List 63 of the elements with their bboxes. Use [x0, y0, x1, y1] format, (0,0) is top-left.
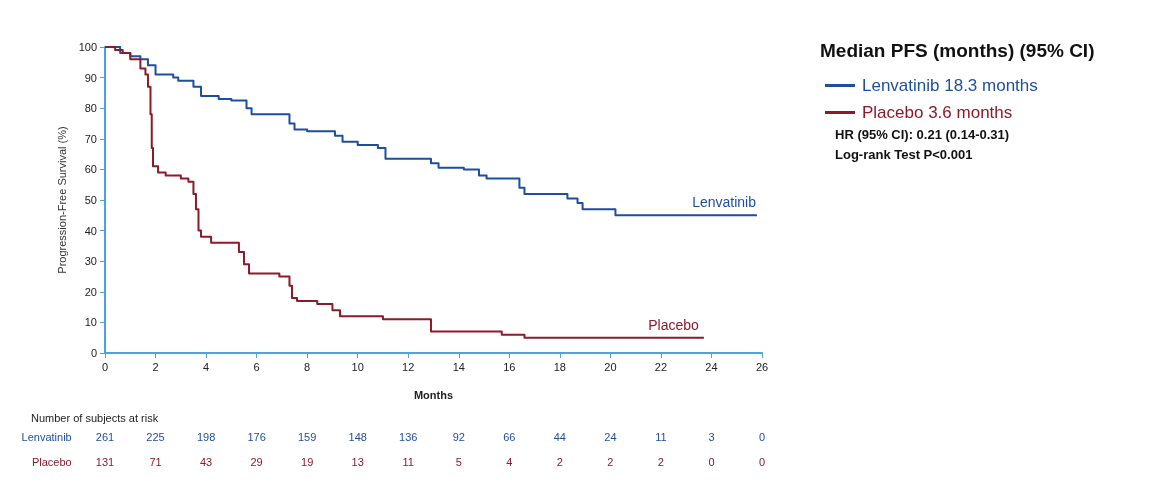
- data-label: 19: [301, 455, 314, 468]
- x-tick-label: 14: [452, 360, 465, 373]
- y-tick-label: 50: [84, 194, 97, 206]
- x-tick-label: 24: [705, 360, 718, 373]
- data-label: 0: [758, 455, 766, 468]
- y-axis-title: Progression-Free Survival (%): [55, 126, 68, 274]
- y-tick-label: 100: [78, 41, 97, 53]
- x-tick-label: 20: [604, 360, 617, 373]
- data-label: 24: [604, 431, 617, 444]
- y-tick-label: 30: [84, 255, 97, 268]
- text: HR (95% CI): 0.21 (0.14-0.31): [835, 127, 1010, 142]
- x-tick-label: 0: [101, 360, 109, 373]
- data-label: 29: [250, 455, 263, 468]
- text: Log-rank Test P<0.001: [835, 147, 973, 162]
- chart-title: Number of subjects at risk: [31, 411, 159, 424]
- x-tick-label: 4: [203, 360, 210, 373]
- x-axis-title: Months: [413, 388, 454, 401]
- data-label: 4: [506, 455, 513, 468]
- y-tick-label: 0: [90, 347, 97, 359]
- x-tick-label: 18: [553, 360, 566, 373]
- annotation: Placebo: [648, 316, 700, 333]
- data-label: 148: [348, 431, 367, 444]
- data-label: 44: [553, 431, 566, 444]
- data-label: 66: [503, 431, 516, 444]
- data-label: 11: [402, 455, 414, 468]
- data-label: 3: [708, 431, 715, 444]
- data-label: 0: [708, 455, 715, 468]
- y-tick-label: 60: [84, 163, 97, 176]
- x-tick-label: 16: [503, 360, 516, 373]
- y-tick-label: 90: [84, 71, 97, 84]
- data-label: 2: [556, 455, 563, 468]
- data-label: 71: [149, 455, 162, 468]
- data-label: 43: [199, 455, 213, 468]
- data-label: 176: [247, 431, 266, 444]
- x-tick-label: 6: [253, 360, 260, 373]
- data-label: 225: [146, 431, 165, 444]
- data-label: 198: [196, 431, 216, 444]
- legend-label: Lenvatinib 18.3 months: [862, 76, 1038, 95]
- data-label: 131: [95, 455, 115, 468]
- x-tick-label: 12: [402, 360, 415, 373]
- data-label: 13: [351, 455, 364, 468]
- data-label: 159: [297, 431, 317, 444]
- data-label: 0: [758, 431, 766, 444]
- y-tick-label: 10: [84, 316, 97, 329]
- y-tick-label: 70: [84, 132, 97, 145]
- data-label: 92: [452, 431, 465, 444]
- y-tick-label: 80: [84, 102, 97, 115]
- data-label: 11: [655, 431, 667, 444]
- data-label: 2: [607, 455, 614, 468]
- x-tick-label: 26: [755, 360, 769, 373]
- data-label: 2: [657, 455, 664, 468]
- legend-title: Median PFS (months) (95% CI): [820, 40, 1095, 61]
- annotation: Lenvatinib: [692, 194, 757, 211]
- y-tick-label: 20: [84, 285, 97, 298]
- x-tick-label: 2: [152, 360, 159, 373]
- data-label: 5: [455, 455, 462, 468]
- x-tick-label: 22: [654, 360, 668, 373]
- data-label: 261: [95, 431, 115, 444]
- data-label: 136: [399, 431, 418, 444]
- x-tick-label: 8: [304, 360, 311, 373]
- legend-label: Placebo 3.6 months: [862, 103, 1013, 122]
- x-tick-label: 10: [351, 360, 364, 373]
- y-tick-label: 40: [84, 224, 97, 237]
